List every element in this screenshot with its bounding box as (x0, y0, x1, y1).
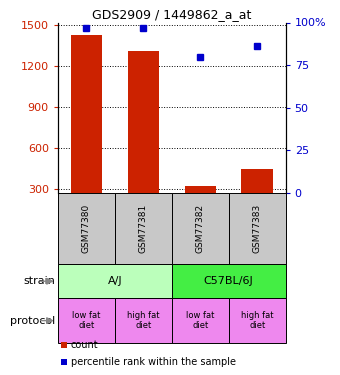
Bar (58, 193, 115, 264)
Title: GDS2909 / 1449862_a_at: GDS2909 / 1449862_a_at (92, 8, 251, 21)
Text: GSM77380: GSM77380 (82, 204, 91, 254)
Bar (228, 193, 286, 264)
Text: percentile rank within the sample: percentile rank within the sample (71, 357, 236, 367)
Bar (185, 186, 216, 193)
Text: low fat
diet: low fat diet (72, 311, 100, 330)
Text: GSM77383: GSM77383 (253, 204, 261, 254)
Bar (172, 193, 228, 264)
Bar (58, 298, 115, 343)
Text: GSM77382: GSM77382 (196, 204, 205, 254)
Bar (58, 264, 172, 298)
Bar (71, 35, 102, 193)
Text: low fat
diet: low fat diet (186, 311, 214, 330)
Bar (228, 298, 286, 343)
Text: high fat
diet: high fat diet (241, 311, 273, 330)
Bar (172, 264, 286, 298)
Bar (115, 193, 172, 264)
Bar (241, 168, 273, 193)
Text: protocol: protocol (10, 316, 55, 326)
Bar (115, 298, 172, 343)
Text: count: count (71, 340, 98, 350)
Bar (172, 298, 228, 343)
Text: C57BL/6J: C57BL/6J (204, 276, 254, 286)
Text: high fat
diet: high fat diet (127, 311, 159, 330)
Text: A/J: A/J (107, 276, 122, 286)
Text: GSM77381: GSM77381 (139, 204, 148, 254)
Bar (128, 51, 159, 193)
Text: strain: strain (23, 276, 55, 286)
